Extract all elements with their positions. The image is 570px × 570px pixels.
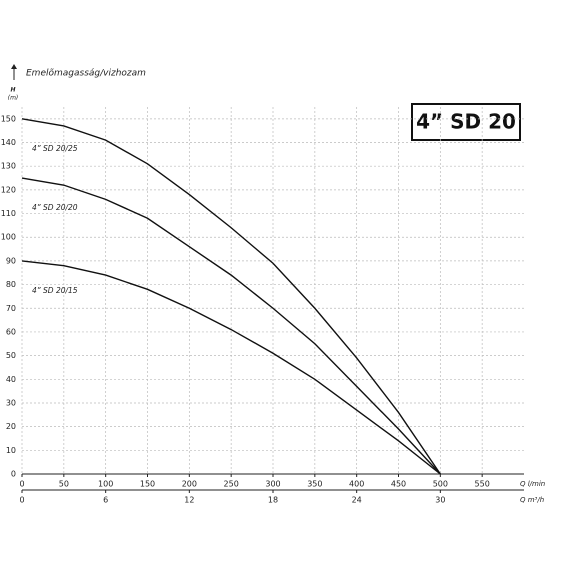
axis-title: Emelõmagasság/vizhozam — [26, 69, 146, 79]
y-tick-label: 120 — [1, 185, 16, 194]
y-tick-label: 60 — [6, 327, 16, 336]
chart-title: 4” SD 20 — [416, 110, 516, 134]
x-label: Q l/min — [520, 480, 545, 488]
curve — [21, 260, 441, 475]
x2-tick-label: 12 — [184, 496, 194, 505]
series-label: 4” SD 20/20 — [32, 203, 78, 212]
x2-tick-label: 0 — [19, 496, 24, 505]
y-tick-label: 50 — [6, 351, 16, 360]
y-tick-label: 0 — [11, 470, 16, 479]
y-tick-label: 10 — [6, 446, 16, 455]
x-tick-label: 450 — [391, 480, 406, 489]
x2-tick-label: 18 — [268, 496, 278, 505]
title-box — [411, 103, 521, 141]
curve — [21, 177, 441, 475]
y-arrow-head — [11, 64, 17, 69]
x-tick-label: 400 — [349, 480, 364, 489]
x-tick-label: 300 — [265, 480, 280, 489]
y-tick-label: 110 — [1, 209, 16, 218]
y-tick-label: 20 — [6, 422, 16, 431]
x2-tick-label: 6 — [103, 496, 108, 505]
y-tick-label: 80 — [6, 280, 16, 289]
x-tick-label: 200 — [182, 480, 197, 489]
series-label: 4” SD 20/15 — [32, 286, 78, 295]
x-tick-label: 150 — [140, 480, 155, 489]
x-tick-label: 50 — [59, 480, 69, 489]
y-tick-label: 140 — [1, 138, 16, 147]
y-tick-label: 150 — [1, 114, 16, 123]
x-tick-label: 0 — [19, 480, 24, 489]
y-tick-label: 130 — [1, 162, 16, 171]
x-tick-label: 550 — [475, 480, 490, 489]
y-tick-label: 30 — [6, 398, 16, 407]
x-tick-label: 100 — [98, 480, 113, 489]
x-tick-label: 500 — [433, 480, 448, 489]
y-tick-label: 100 — [1, 233, 16, 242]
x-tick-label: 250 — [224, 480, 239, 489]
y-tick-label: 70 — [6, 304, 16, 313]
x-tick-label: 350 — [307, 480, 322, 489]
y-tick-label: 90 — [6, 256, 16, 265]
series-label: 4” SD 20/25 — [32, 144, 78, 153]
y-label: H — [10, 87, 15, 94]
x2-tick-label: 30 — [435, 496, 445, 505]
y-tick-label: 40 — [6, 375, 16, 384]
x2-tick-label: 24 — [352, 496, 362, 505]
y-unit: (m) — [8, 95, 19, 102]
curve — [21, 118, 441, 475]
x2-label: Q m³/h — [520, 496, 544, 504]
